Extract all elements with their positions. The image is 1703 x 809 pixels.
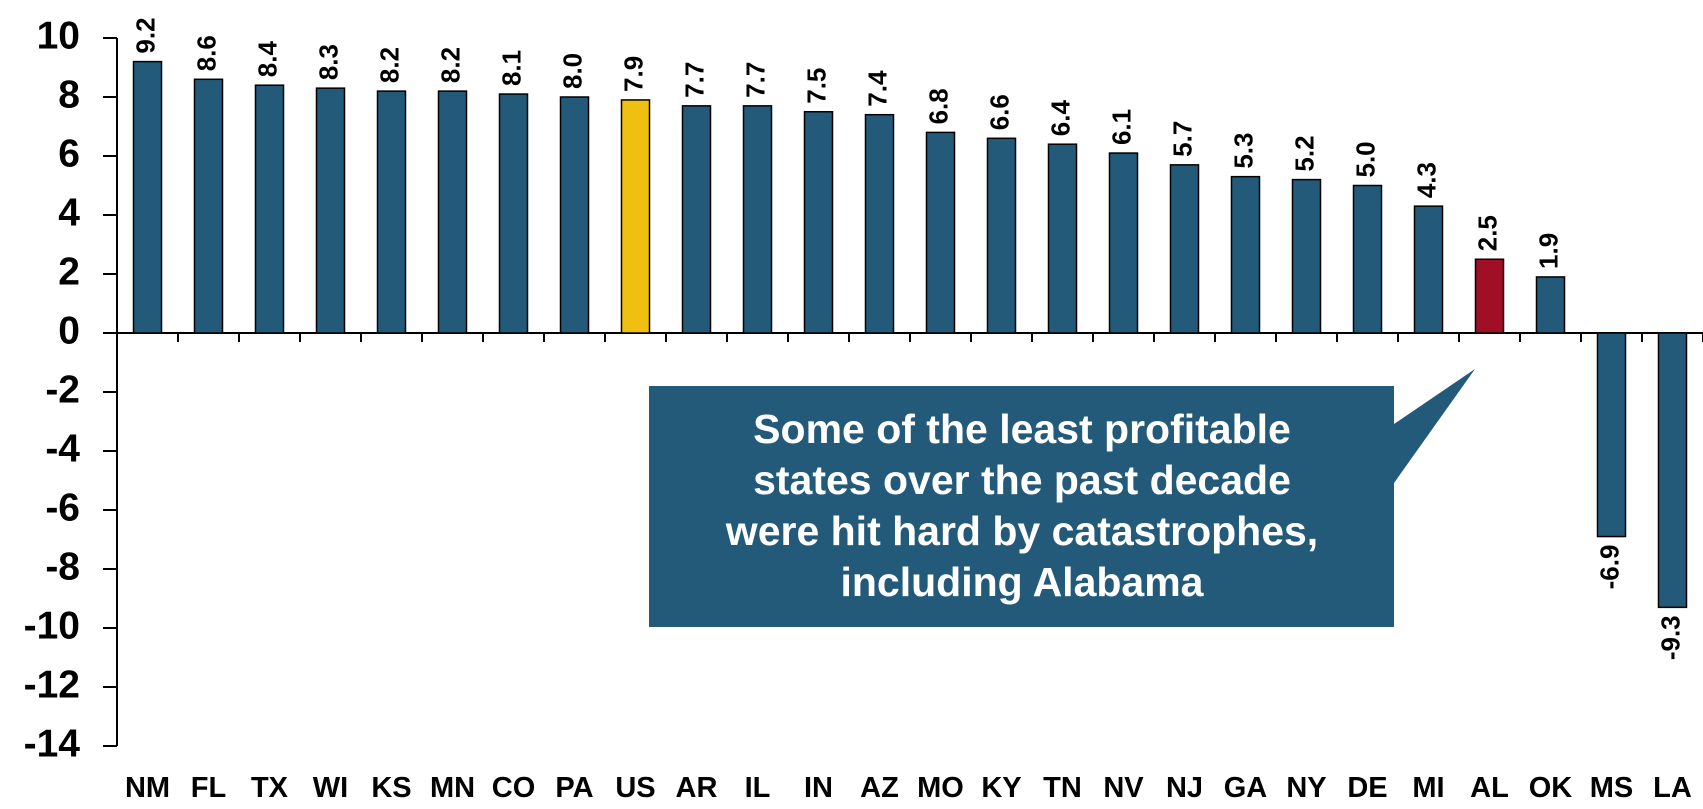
bar (1474, 258, 1505, 334)
value-label: 2.5 (1472, 215, 1502, 251)
value-label: 5.7 (1167, 121, 1197, 157)
bar (376, 90, 407, 334)
value-label: 7.5 (801, 68, 831, 104)
x-tick-label: NJ (1166, 772, 1203, 804)
value-label: 6.6 (984, 94, 1014, 130)
bar (1230, 175, 1261, 334)
bar (986, 137, 1017, 334)
y-tick-label: -8 (45, 545, 80, 588)
bar (1352, 184, 1383, 334)
x-tick-label: MI (1412, 772, 1444, 804)
value-label: 5.0 (1350, 141, 1380, 177)
bar (437, 90, 468, 334)
bar (132, 60, 163, 334)
x-tick-label: KY (981, 772, 1021, 804)
x-tick-label: MS (1590, 772, 1634, 804)
y-tick-label: -10 (24, 604, 80, 647)
value-label: 6.1 (1106, 109, 1136, 145)
x-tick-label: GA (1224, 772, 1268, 804)
y-tick-label: -2 (45, 368, 80, 411)
x-tick-label: AZ (860, 772, 899, 804)
value-label: 5.2 (1289, 135, 1319, 171)
annotation: were hit hard by catastrophes, (725, 508, 1318, 554)
bar (559, 96, 590, 334)
value-label: 8.2 (374, 47, 404, 83)
value-label: 4.3 (1411, 162, 1441, 198)
x-tick-label: PA (555, 772, 593, 804)
value-label: 8.2 (435, 47, 465, 83)
y-tick-label: 2 (58, 250, 80, 293)
y-tick-label: 10 (37, 14, 80, 57)
annotation: including Alabama (841, 559, 1205, 605)
value-label: 8.6 (191, 35, 221, 71)
bar (742, 105, 773, 334)
value-label: 8.3 (313, 44, 343, 80)
bar (1047, 143, 1078, 334)
x-tick-label: NM (125, 772, 170, 804)
x-tick-label: OK (1529, 772, 1573, 804)
bar (193, 78, 224, 334)
x-tick-label: FL (191, 772, 226, 804)
x-tick-label: TX (251, 772, 289, 804)
bar (620, 99, 651, 334)
x-tick-label: IN (804, 772, 833, 804)
x-tick-label: MN (430, 772, 475, 804)
value-label: 5.3 (1228, 132, 1258, 168)
bar (315, 87, 346, 334)
y-tick-label: -14 (24, 722, 81, 765)
y-tick-label: 4 (58, 191, 80, 234)
bar (254, 84, 285, 334)
bar (1169, 164, 1200, 334)
bar (1596, 332, 1627, 538)
y-tick-label: 8 (58, 73, 80, 116)
x-tick-label: DE (1347, 772, 1387, 804)
value-label: 7.7 (679, 62, 709, 98)
x-tick-label: AR (676, 772, 718, 804)
x-tick-label: NY (1286, 772, 1326, 804)
y-tick-label: 0 (58, 309, 80, 352)
x-tick-label: KS (371, 772, 411, 804)
x-tick-label: IL (745, 772, 771, 804)
x-tick-label: AL (1470, 772, 1509, 804)
value-label: 6.4 (1045, 100, 1075, 137)
bar (925, 131, 956, 334)
bar (1108, 152, 1139, 334)
bar (1291, 178, 1322, 334)
value-label: 6.8 (923, 88, 953, 124)
value-label: -9.3 (1655, 615, 1685, 660)
value-label: 7.7 (740, 62, 770, 98)
value-label: 8.1 (496, 50, 526, 86)
x-tick-label: TN (1043, 772, 1082, 804)
x-tick-label: CO (492, 772, 536, 804)
y-tick-label: -12 (24, 663, 80, 706)
annotation: Some of the least profitable (753, 406, 1291, 452)
x-tick-label: NV (1103, 772, 1144, 804)
annotation-box (649, 369, 1475, 627)
bar (803, 111, 834, 334)
y-tick-label: -4 (45, 427, 80, 470)
value-label: 7.9 (618, 56, 648, 92)
y-tick-label: 6 (58, 132, 80, 175)
bar (681, 105, 712, 334)
x-tick-label: MO (917, 772, 964, 804)
value-label: 7.4 (862, 70, 892, 107)
bar (1535, 276, 1566, 334)
bar (864, 113, 895, 334)
x-tick-label: WI (313, 772, 348, 804)
value-label: -6.9 (1594, 545, 1624, 590)
value-label: 8.4 (252, 41, 282, 78)
value-label: 1.9 (1533, 233, 1563, 269)
bar (1657, 332, 1688, 609)
bar (1413, 205, 1444, 334)
value-label: 9.2 (130, 17, 160, 53)
bar (498, 93, 529, 334)
value-label: 8.0 (557, 53, 587, 89)
annotation: states over the past decade (753, 457, 1291, 503)
y-tick-label: -6 (45, 486, 80, 529)
x-tick-label: LA (1653, 772, 1692, 804)
x-tick-label: US (615, 772, 655, 804)
